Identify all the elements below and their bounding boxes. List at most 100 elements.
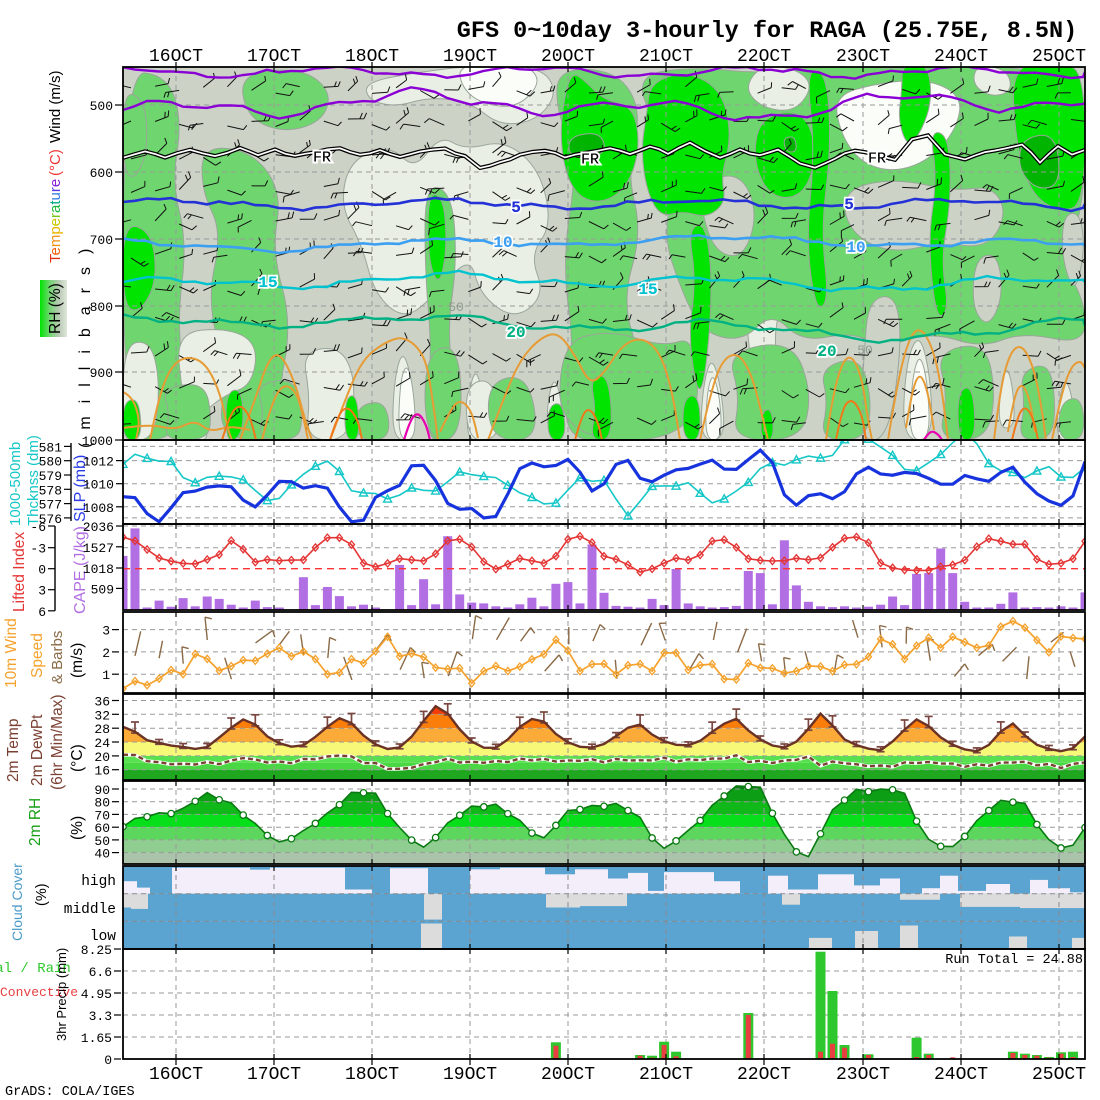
svg-text:800: 800: [90, 300, 113, 315]
svg-text:40: 40: [94, 847, 110, 862]
svg-text:18OCT: 18OCT: [345, 47, 399, 67]
svg-text:6: 6: [38, 605, 46, 620]
svg-text:580: 580: [39, 455, 62, 470]
svg-text:50: 50: [94, 834, 110, 849]
svg-text:(%): (%): [34, 883, 50, 906]
svg-text:2: 2: [102, 646, 110, 661]
svg-text:high: high: [81, 874, 116, 890]
svg-text:19OCT: 19OCT: [443, 47, 497, 67]
svg-text:Total / Rain: Total / Rain: [0, 961, 71, 977]
svg-text:5: 5: [844, 196, 854, 214]
svg-text:FR: FR: [868, 151, 886, 168]
svg-text:& Barbs: & Barbs: [49, 631, 66, 684]
svg-text:10: 10: [846, 239, 865, 257]
svg-text:22OCT: 22OCT: [737, 1065, 791, 1085]
svg-text:3: 3: [102, 624, 110, 639]
svg-text:5: 5: [511, 199, 521, 217]
svg-text:600: 600: [90, 166, 113, 181]
svg-text:(m/s): (m/s): [69, 643, 86, 678]
svg-text:20OCT: 20OCT: [541, 1065, 595, 1085]
svg-text:FR: FR: [313, 150, 331, 167]
svg-text:low: low: [90, 929, 116, 945]
svg-text:0: 0: [104, 1053, 112, 1068]
svg-text:25OCT: 25OCT: [1032, 1065, 1086, 1085]
svg-text:900: 900: [90, 366, 113, 381]
svg-text:21OCT: 21OCT: [639, 1065, 693, 1085]
svg-text:1018: 1018: [83, 562, 114, 577]
svg-text:20OCT: 20OCT: [541, 47, 595, 67]
svg-text:16OCT: 16OCT: [149, 1065, 203, 1085]
svg-text:70: 70: [94, 808, 110, 823]
svg-text:1012: 1012: [83, 455, 114, 470]
svg-text:28: 28: [94, 722, 110, 737]
svg-text:10: 10: [493, 234, 512, 252]
svg-text:Convective: Convective: [0, 985, 78, 1000]
svg-text:581: 581: [39, 440, 63, 455]
svg-text:20: 20: [506, 324, 525, 342]
svg-text:36: 36: [94, 695, 110, 710]
svg-text:6.6: 6.6: [89, 965, 112, 980]
svg-text:Thcknss (dm): Thcknss (dm): [25, 435, 42, 526]
svg-text:32: 32: [94, 708, 110, 723]
svg-text:FR: FR: [313, 150, 331, 167]
svg-text:3: 3: [38, 584, 46, 599]
svg-text:2m DewPt: 2m DewPt: [29, 714, 46, 786]
svg-text:509: 509: [91, 582, 114, 597]
svg-text:FR: FR: [868, 151, 886, 168]
svg-text:Speed: Speed: [29, 633, 46, 678]
svg-text:578: 578: [39, 483, 62, 498]
svg-text:577: 577: [39, 498, 62, 513]
svg-text:10: 10: [846, 239, 865, 257]
svg-text:(°C): (°C): [47, 149, 64, 176]
svg-text:60: 60: [94, 821, 110, 836]
svg-text:GFS 0~10day 3-hourly for RAGA: GFS 0~10day 3-hourly for RAGA (25.75E, 8…: [457, 18, 1078, 45]
svg-text:2m Temp: 2m Temp: [5, 719, 22, 782]
svg-text:700: 700: [90, 233, 113, 248]
svg-text:2m RH: 2m RH: [27, 798, 44, 846]
svg-text:CAPE (J/kg): CAPE (J/kg): [72, 526, 89, 614]
svg-text:2036: 2036: [83, 520, 114, 535]
svg-text:21OCT: 21OCT: [639, 47, 693, 67]
svg-text:24: 24: [94, 736, 110, 751]
svg-text:5: 5: [844, 196, 854, 214]
svg-text:16OCT: 16OCT: [149, 47, 203, 67]
svg-text:5: 5: [511, 199, 521, 217]
svg-text:20: 20: [506, 324, 525, 342]
svg-text:Cloud Cover: Cloud Cover: [9, 863, 25, 941]
svg-text:15: 15: [258, 274, 277, 292]
svg-text:22OCT: 22OCT: [737, 47, 791, 67]
svg-text:Wind (m/s): Wind (m/s): [47, 71, 64, 144]
svg-text:3.3: 3.3: [89, 1009, 112, 1024]
svg-text:FR: FR: [581, 152, 599, 169]
svg-text:18OCT: 18OCT: [345, 1065, 399, 1085]
svg-text:(%): (%): [69, 816, 86, 840]
svg-text:17OCT: 17OCT: [247, 47, 301, 67]
svg-text:10: 10: [493, 234, 512, 252]
svg-text:1.65: 1.65: [81, 1031, 112, 1046]
svg-text:19OCT: 19OCT: [443, 1065, 497, 1085]
svg-text:90: 90: [94, 783, 110, 798]
svg-text:1008: 1008: [83, 501, 114, 516]
svg-text:20: 20: [817, 343, 836, 361]
svg-text:579: 579: [39, 469, 62, 484]
svg-text:500: 500: [90, 99, 113, 114]
svg-text:23OCT: 23OCT: [836, 47, 890, 67]
svg-text:(°C): (°C): [69, 744, 86, 772]
svg-text:RH (%): RH (%): [47, 283, 64, 334]
svg-text:8.25: 8.25: [81, 943, 112, 958]
svg-text:24OCT: 24OCT: [934, 47, 988, 67]
svg-text:Run Total = 24.88: Run Total = 24.88: [945, 953, 1083, 968]
svg-text:10m Wind: 10m Wind: [3, 618, 20, 688]
svg-text:1010: 1010: [83, 478, 114, 493]
svg-text:(6hr Min/Max): (6hr Min/Max): [49, 694, 66, 790]
svg-text:24OCT: 24OCT: [934, 1065, 988, 1085]
svg-text:576: 576: [39, 512, 62, 527]
svg-text:15: 15: [638, 281, 657, 299]
svg-text:17OCT: 17OCT: [247, 1065, 301, 1085]
svg-text:50: 50: [857, 343, 873, 358]
svg-text:1527: 1527: [83, 541, 114, 556]
svg-text:50: 50: [448, 300, 464, 315]
svg-text:20: 20: [94, 750, 110, 765]
svg-text:1: 1: [102, 668, 110, 683]
svg-text:-3: -3: [30, 542, 46, 557]
